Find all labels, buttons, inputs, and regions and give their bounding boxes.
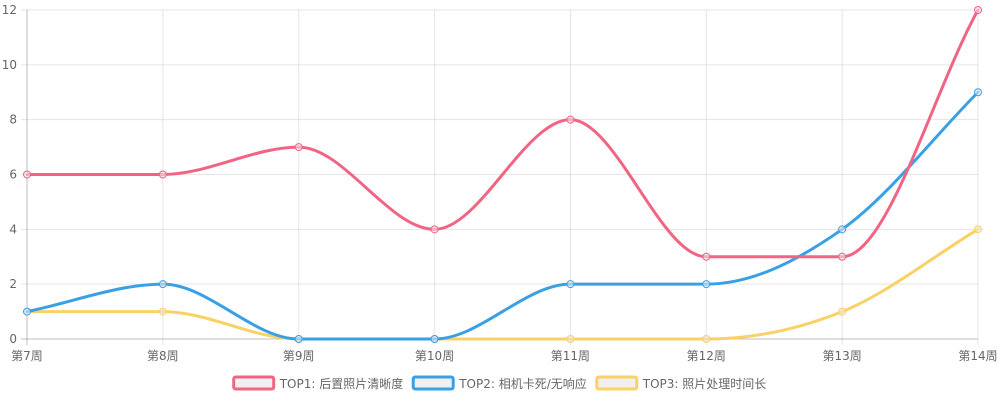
- series-line: [25, 8, 980, 259]
- y-tick-label: 12: [2, 3, 17, 17]
- legend-item-1[interactable]: TOP1: 后置照片清晰度: [232, 375, 404, 391]
- data-point[interactable]: [702, 280, 711, 289]
- data-point[interactable]: [158, 170, 167, 179]
- y-tick-label: 10: [2, 58, 17, 72]
- series-1: [23, 6, 982, 261]
- data-point[interactable]: [702, 335, 711, 343]
- legend-item-2[interactable]: TOP2: 相机卡死/无响应: [411, 375, 587, 391]
- data-point[interactable]: [23, 307, 31, 316]
- data-point[interactable]: [566, 280, 575, 289]
- data-point[interactable]: [158, 280, 167, 289]
- legend-swatch: [595, 375, 639, 391]
- data-point[interactable]: [566, 335, 575, 343]
- data-point[interactable]: [974, 6, 982, 14]
- y-tick-label: 0: [9, 332, 17, 346]
- x-tick-label: 第14周: [958, 349, 997, 363]
- series-line: [25, 90, 980, 341]
- x-tick-label: 第10周: [415, 349, 454, 363]
- data-point[interactable]: [974, 225, 982, 234]
- y-tick-label: 4: [9, 222, 17, 236]
- data-point[interactable]: [838, 252, 847, 261]
- legend-label: TOP3: 照片处理时间长: [642, 377, 767, 391]
- y-tick-label: 6: [9, 168, 17, 182]
- series-layer: [23, 6, 982, 343]
- x-tick-label: 第13周: [823, 349, 862, 363]
- data-point[interactable]: [158, 307, 167, 316]
- data-point[interactable]: [430, 335, 439, 343]
- legend-swatch: [411, 375, 455, 391]
- grid-layer: [21, 9, 979, 345]
- x-tick-label: 第9周: [283, 349, 315, 363]
- data-point[interactable]: [974, 88, 982, 97]
- x-tick-label: 第11周: [551, 349, 590, 363]
- y-tick-label: 8: [9, 113, 17, 127]
- data-point[interactable]: [838, 307, 847, 316]
- legend[interactable]: TOP1: 后置照片清晰度 TOP2: 相机卡死/无响应 TOP3: 照片处理时间长: [232, 375, 767, 391]
- legend-item-3[interactable]: TOP3: 照片处理时间长: [595, 375, 767, 391]
- legend-label: TOP2: 相机卡死/无响应: [458, 376, 587, 391]
- data-point[interactable]: [566, 115, 575, 124]
- data-point[interactable]: [294, 335, 303, 343]
- axis-layer: 0 2 4 6 8 10 12 第7周 第8周 第9周 第10周 第11周 第12周 第13周 第14周: [2, 3, 998, 363]
- data-point[interactable]: [702, 252, 711, 261]
- data-point[interactable]: [294, 143, 303, 152]
- series-line: [25, 227, 980, 341]
- x-tick-label: 第8周: [147, 349, 179, 363]
- data-point[interactable]: [430, 225, 439, 234]
- legend-label: TOP1: 后置照片清晰度: [279, 376, 404, 391]
- data-point[interactable]: [23, 170, 31, 179]
- series-2: [23, 88, 982, 343]
- x-tick-label: 第12周: [687, 349, 726, 363]
- data-point[interactable]: [838, 225, 847, 234]
- x-tick-label: 第7周: [11, 349, 43, 363]
- legend-swatch: [232, 375, 276, 391]
- y-tick-label: 2: [9, 277, 17, 291]
